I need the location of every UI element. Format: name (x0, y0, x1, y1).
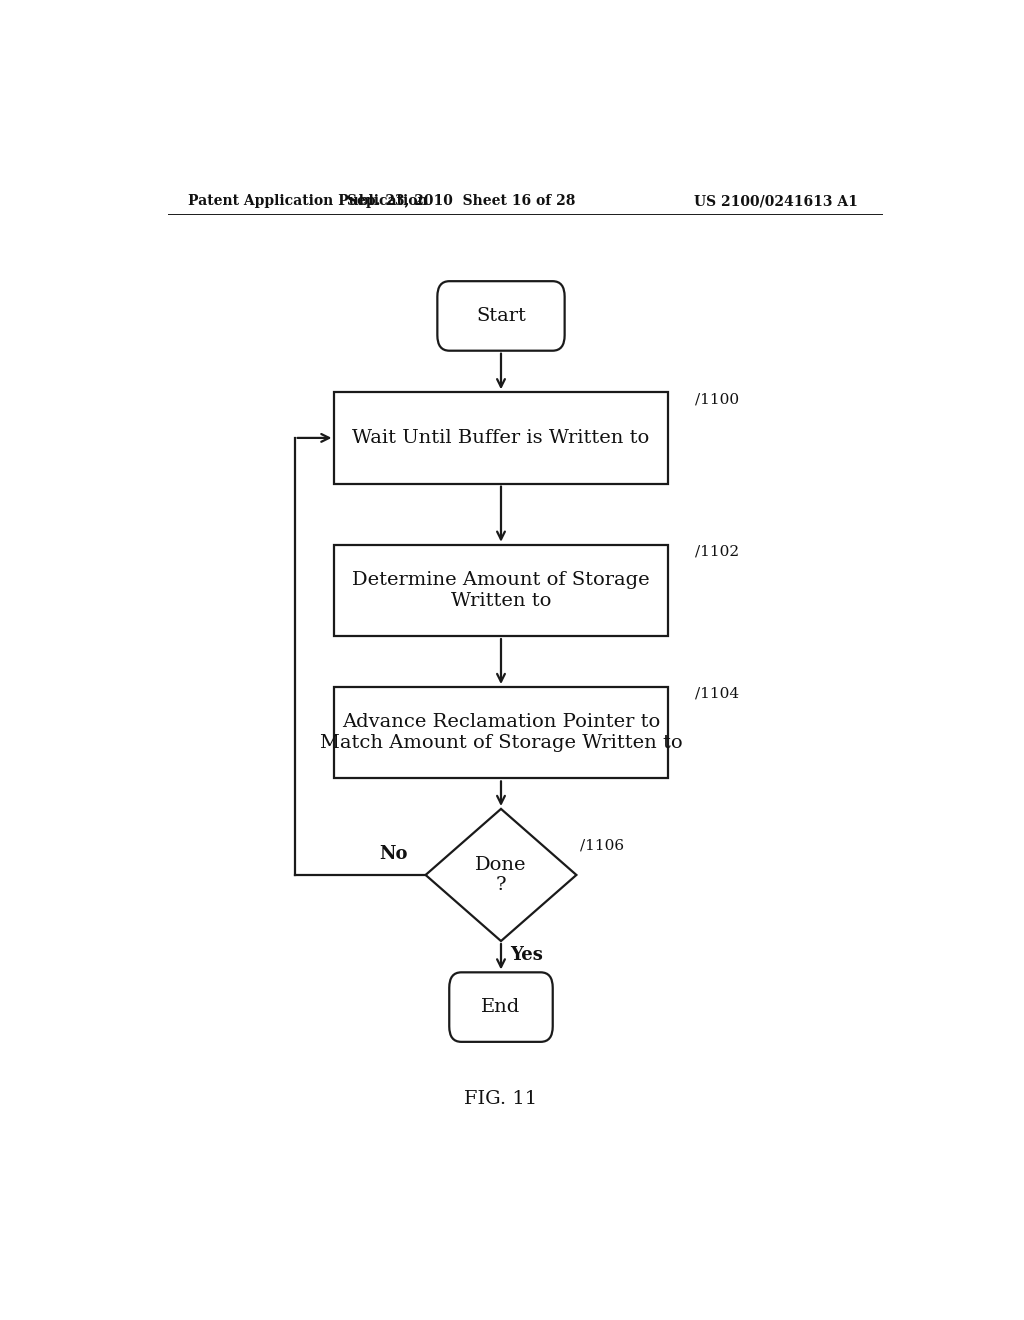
FancyBboxPatch shape (437, 281, 564, 351)
Bar (334, 686, 668, 779)
Text: Patent Application Publication: Patent Application Publication (187, 194, 427, 209)
Text: Determine Amount of Storage
Written to: Determine Amount of Storage Written to (352, 572, 650, 610)
Text: Sep. 23, 2010  Sheet 16 of 28: Sep. 23, 2010 Sheet 16 of 28 (347, 194, 575, 209)
Text: ∕1104: ∕1104 (695, 686, 739, 701)
Text: Yes: Yes (511, 946, 544, 964)
Text: ∕1102: ∕1102 (695, 545, 739, 558)
Text: FIG. 11: FIG. 11 (465, 1089, 538, 1107)
Bar (334, 545, 668, 636)
Text: ∕1106: ∕1106 (581, 838, 625, 853)
FancyBboxPatch shape (450, 973, 553, 1041)
Text: Advance Reclamation Pointer to
Match Amount of Storage Written to: Advance Reclamation Pointer to Match Amo… (319, 713, 682, 752)
Bar (334, 392, 668, 483)
Polygon shape (426, 809, 577, 941)
Text: Start: Start (476, 308, 526, 325)
Text: Done
?: Done ? (475, 855, 526, 895)
Text: No: No (380, 845, 409, 863)
Text: Wait Until Buffer is Written to: Wait Until Buffer is Written to (352, 429, 649, 447)
Text: US 2100/0241613 A1: US 2100/0241613 A1 (694, 194, 858, 209)
Text: ∕1100: ∕1100 (695, 392, 739, 407)
Text: End: End (481, 998, 520, 1016)
